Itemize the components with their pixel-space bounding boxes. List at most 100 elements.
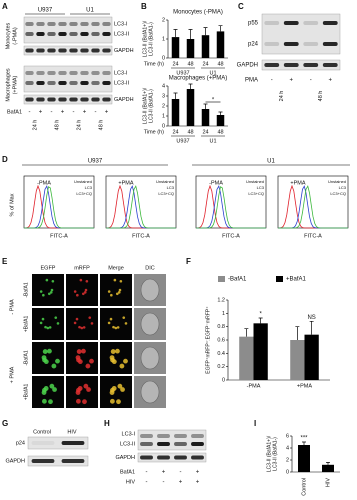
legend-entry: LC3+CQ (248, 191, 264, 196)
y-tick-label: 4 (162, 83, 165, 89)
vesicle (75, 355, 81, 361)
bar (253, 323, 268, 380)
y-tick-label: 4 (286, 445, 289, 451)
band (58, 32, 67, 36)
band (157, 434, 170, 438)
band (140, 434, 153, 438)
bar (298, 445, 310, 472)
band (36, 48, 45, 53)
band (283, 21, 299, 25)
sign: + (196, 480, 200, 486)
band (91, 81, 100, 85)
x-tick-label: 24 (172, 129, 178, 135)
micrograph (66, 308, 98, 340)
vesicle (118, 288, 122, 292)
blot (27, 436, 89, 450)
vesicle (39, 290, 43, 293)
band-label: p55 (248, 21, 259, 27)
vesicle (82, 399, 87, 405)
panel-label: F (186, 257, 191, 266)
sign: - (95, 110, 97, 116)
vesicle (119, 279, 123, 283)
panel-label: B (141, 2, 147, 11)
y-tick-label: 2 (286, 457, 289, 463)
treatment-label: PMA (245, 78, 258, 84)
error-bar (188, 83, 193, 89)
band (283, 63, 299, 67)
error-bar (188, 29, 193, 39)
band (91, 97, 100, 102)
band (58, 22, 67, 26)
error-bar (244, 328, 249, 337)
band (25, 22, 34, 26)
sign: - (271, 78, 273, 84)
label: U1 (86, 8, 94, 14)
vesicle (48, 399, 53, 405)
band (69, 71, 78, 75)
y-tick-label: 0 (162, 123, 165, 129)
cell-outline (140, 380, 160, 404)
vesicle (41, 317, 45, 321)
error-bar (203, 27, 208, 36)
y-tick-label: 0.8 (217, 324, 225, 330)
micrograph (66, 274, 98, 306)
y-axis-label: LC3-II (BafA1-) (148, 22, 154, 56)
label: U937 (38, 8, 53, 14)
micrograph (100, 308, 132, 340)
band-label: GAPDH (115, 455, 135, 461)
subplot-title: +PMA (118, 180, 133, 186)
column-label: Merge (108, 265, 124, 271)
band (322, 21, 338, 25)
micrograph (66, 376, 98, 408)
bar (304, 334, 319, 380)
band (303, 63, 319, 67)
vesicle (111, 386, 117, 391)
vesicle (79, 278, 83, 282)
cell-outline (140, 346, 160, 370)
micrograph (32, 342, 64, 374)
cell-outline (140, 278, 160, 302)
blot (23, 94, 113, 105)
vesicle (75, 398, 81, 404)
y-tick-label: 1 (162, 113, 165, 119)
vesicle (109, 317, 113, 321)
band (191, 434, 204, 438)
legend-swatch (276, 276, 283, 282)
band (36, 81, 45, 85)
micrograph (100, 342, 132, 374)
micrograph (100, 274, 132, 306)
x-tick-label: 48 (187, 129, 193, 135)
time-label: 24 h (279, 91, 285, 102)
band (69, 48, 78, 53)
sign: - (180, 470, 182, 476)
vesicle (46, 326, 50, 330)
vesicle (43, 386, 49, 391)
vesicle (119, 363, 125, 369)
vesicle (47, 292, 51, 296)
band (80, 71, 89, 75)
vesicle (90, 322, 94, 325)
error-bar (326, 462, 330, 465)
band (157, 455, 170, 460)
vesicle (76, 293, 79, 297)
y-axis-label: EGFP⁺mRFP⁺:EGFP⁻mRFP⁺ (205, 306, 211, 374)
y-axis-label: LC3-II (BafA1-) (272, 437, 278, 471)
vesicle (116, 326, 120, 329)
cell-outline (140, 312, 160, 336)
error-bar (173, 29, 178, 38)
vesicle (84, 288, 88, 292)
vesicle (86, 387, 91, 392)
band (91, 22, 100, 26)
sign: - (146, 480, 148, 486)
band (47, 48, 56, 53)
time-label: 48 h (318, 91, 324, 102)
panel-label: G (2, 419, 8, 428)
bar (216, 31, 225, 58)
vesicle (73, 290, 77, 293)
vesicle (42, 349, 48, 354)
panel-label: H (104, 419, 110, 428)
band (174, 442, 187, 446)
band (80, 22, 89, 26)
y-tick-label: 6 (286, 433, 289, 439)
